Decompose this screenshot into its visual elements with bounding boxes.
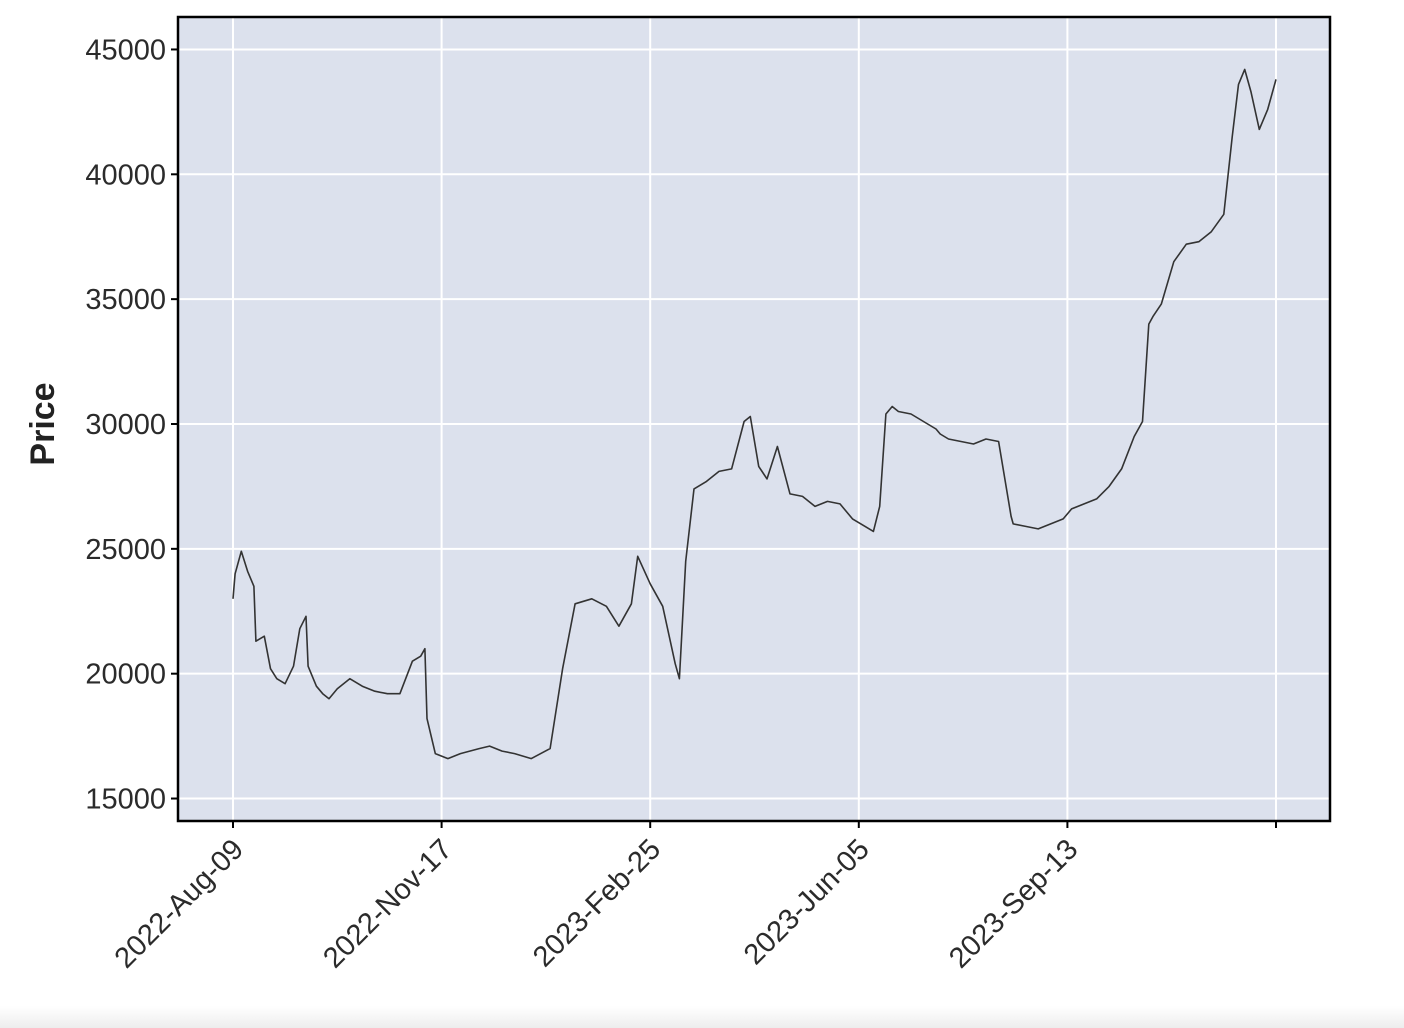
y-tick-label: 20000 bbox=[85, 659, 166, 691]
y-axis-ticks: 15000 20000 25000 30000 35000 40000 45000 bbox=[85, 34, 178, 816]
price-series-line bbox=[232, 68, 1277, 760]
x-axis-ticks: 2022-Aug-09 2022-Nov-17 2023-Feb-25 2023-Ju… bbox=[109, 821, 1277, 975]
y-tick-label: 40000 bbox=[85, 159, 166, 191]
plot-frame bbox=[176, 15, 1332, 823]
y-tick-label: 30000 bbox=[85, 409, 166, 441]
y-tick-label: 15000 bbox=[85, 784, 166, 816]
y-tick-label: 35000 bbox=[85, 284, 166, 316]
y-axis-label: Price bbox=[24, 382, 62, 465]
y-tick-label: 45000 bbox=[85, 34, 166, 66]
gridlines bbox=[178, 17, 1330, 821]
x-tick-label: 2022-Nov-17 bbox=[317, 833, 458, 974]
y-tick-label: 25000 bbox=[85, 534, 166, 566]
plot-background bbox=[178, 17, 1330, 821]
x-tick-label: 2022-Aug-09 bbox=[109, 833, 250, 974]
window-bottom-edge bbox=[0, 1006, 1404, 1028]
x-tick-label: 2023-Jun-05 bbox=[738, 833, 876, 971]
x-tick-label: 2023-Feb-25 bbox=[527, 833, 667, 973]
x-tick-label: 2023-Sep-13 bbox=[943, 833, 1084, 974]
